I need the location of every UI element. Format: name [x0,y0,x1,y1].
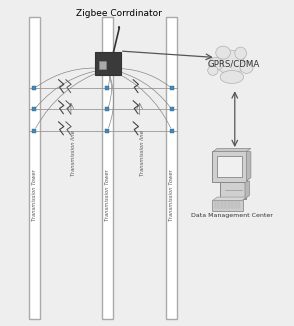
FancyBboxPatch shape [217,156,242,177]
FancyBboxPatch shape [29,17,40,319]
Ellipse shape [240,61,253,73]
Text: Data Management Center: Data Management Center [191,213,273,218]
FancyBboxPatch shape [212,200,243,211]
Polygon shape [213,148,251,152]
Text: Transmission line: Transmission line [71,130,76,176]
Ellipse shape [216,46,230,59]
Ellipse shape [208,66,218,75]
FancyBboxPatch shape [212,151,247,182]
FancyBboxPatch shape [166,17,178,319]
Polygon shape [213,197,246,200]
Text: Transmission Tower: Transmission Tower [105,170,110,221]
Text: Transmission Tower: Transmission Tower [32,170,37,221]
Text: GPRS/CDMA: GPRS/CDMA [207,59,259,68]
FancyBboxPatch shape [99,61,106,69]
Text: Transmission line: Transmission line [140,130,145,176]
FancyBboxPatch shape [102,17,113,319]
Ellipse shape [220,70,243,83]
Polygon shape [246,152,251,181]
Ellipse shape [208,57,223,70]
Text: Zigbee Corrdinator: Zigbee Corrdinator [76,9,162,18]
Ellipse shape [216,50,244,75]
Ellipse shape [235,47,246,59]
FancyBboxPatch shape [95,52,121,75]
Text: Transmission Tower: Transmission Tower [169,170,174,221]
FancyBboxPatch shape [220,182,245,200]
Polygon shape [245,181,249,199]
